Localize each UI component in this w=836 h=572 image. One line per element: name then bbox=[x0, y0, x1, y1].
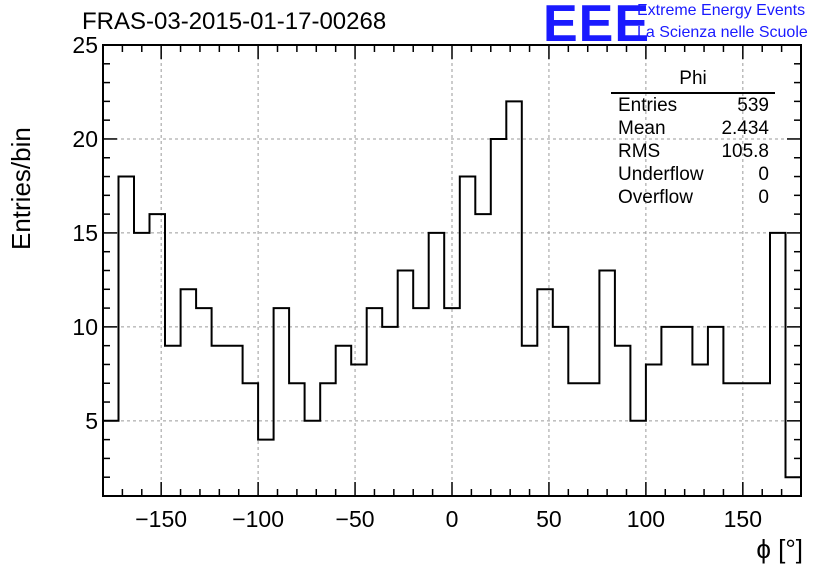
y-axis-label: Entries/bin bbox=[6, 127, 36, 250]
stats-title: Phi bbox=[611, 68, 775, 94]
y-tick-label: 15 bbox=[72, 220, 98, 246]
x-tick-label: 0 bbox=[446, 506, 459, 532]
stats-row-rms: RMS 105.8 bbox=[611, 140, 775, 163]
logo-line-1: Extreme Energy Events bbox=[637, 2, 806, 19]
y-tick-label: 10 bbox=[72, 314, 98, 340]
y-tick-label: 25 bbox=[72, 32, 98, 58]
stats-row-underflow: Underflow 0 bbox=[611, 163, 775, 186]
stats-value: 0 bbox=[758, 187, 769, 208]
tick-labels: −150 −100 −50 0 50 100 150 5 10 15 20 25 bbox=[72, 32, 762, 532]
axis-ticks bbox=[102, 44, 802, 497]
x-tick-label: −100 bbox=[232, 506, 284, 532]
stats-value: 105.8 bbox=[721, 141, 769, 162]
stats-label: RMS bbox=[618, 141, 661, 162]
stats-value: 0 bbox=[758, 164, 769, 185]
x-tick-label: −50 bbox=[336, 506, 375, 532]
x-axis-label: ϕ [°] bbox=[756, 534, 803, 564]
x-tick-label: 50 bbox=[536, 506, 562, 532]
x-tick-label: 100 bbox=[627, 506, 665, 532]
stats-label: Overflow bbox=[618, 187, 693, 208]
plot-frame bbox=[102, 44, 802, 497]
x-tick-label: 150 bbox=[724, 506, 762, 532]
y-tick-label: 20 bbox=[72, 126, 98, 152]
stats-label: Mean bbox=[618, 118, 666, 139]
x-tick-label: −150 bbox=[135, 506, 187, 532]
chart-title: FRAS-03-2015-01-17-00268 bbox=[82, 8, 387, 35]
stats-label: Entries bbox=[618, 95, 678, 116]
stats-box: Phi Entries 539 Mean 2.434 RMS 105.8 Und… bbox=[611, 68, 775, 209]
stats-value: 2.434 bbox=[721, 118, 769, 139]
eee-logo: EEE bbox=[543, 0, 651, 53]
histogram-line bbox=[103, 100, 801, 479]
logo-line-2: La Scienza nelle Scuole bbox=[637, 24, 808, 41]
stats-row-mean: Mean 2.434 bbox=[611, 117, 775, 140]
stats-row-entries: Entries 539 bbox=[611, 94, 775, 117]
y-tick-label: 5 bbox=[85, 408, 98, 434]
stats-row-overflow: Overflow 0 bbox=[611, 186, 775, 209]
stats-label: Underflow bbox=[618, 164, 704, 185]
stats-value: 539 bbox=[737, 95, 769, 116]
